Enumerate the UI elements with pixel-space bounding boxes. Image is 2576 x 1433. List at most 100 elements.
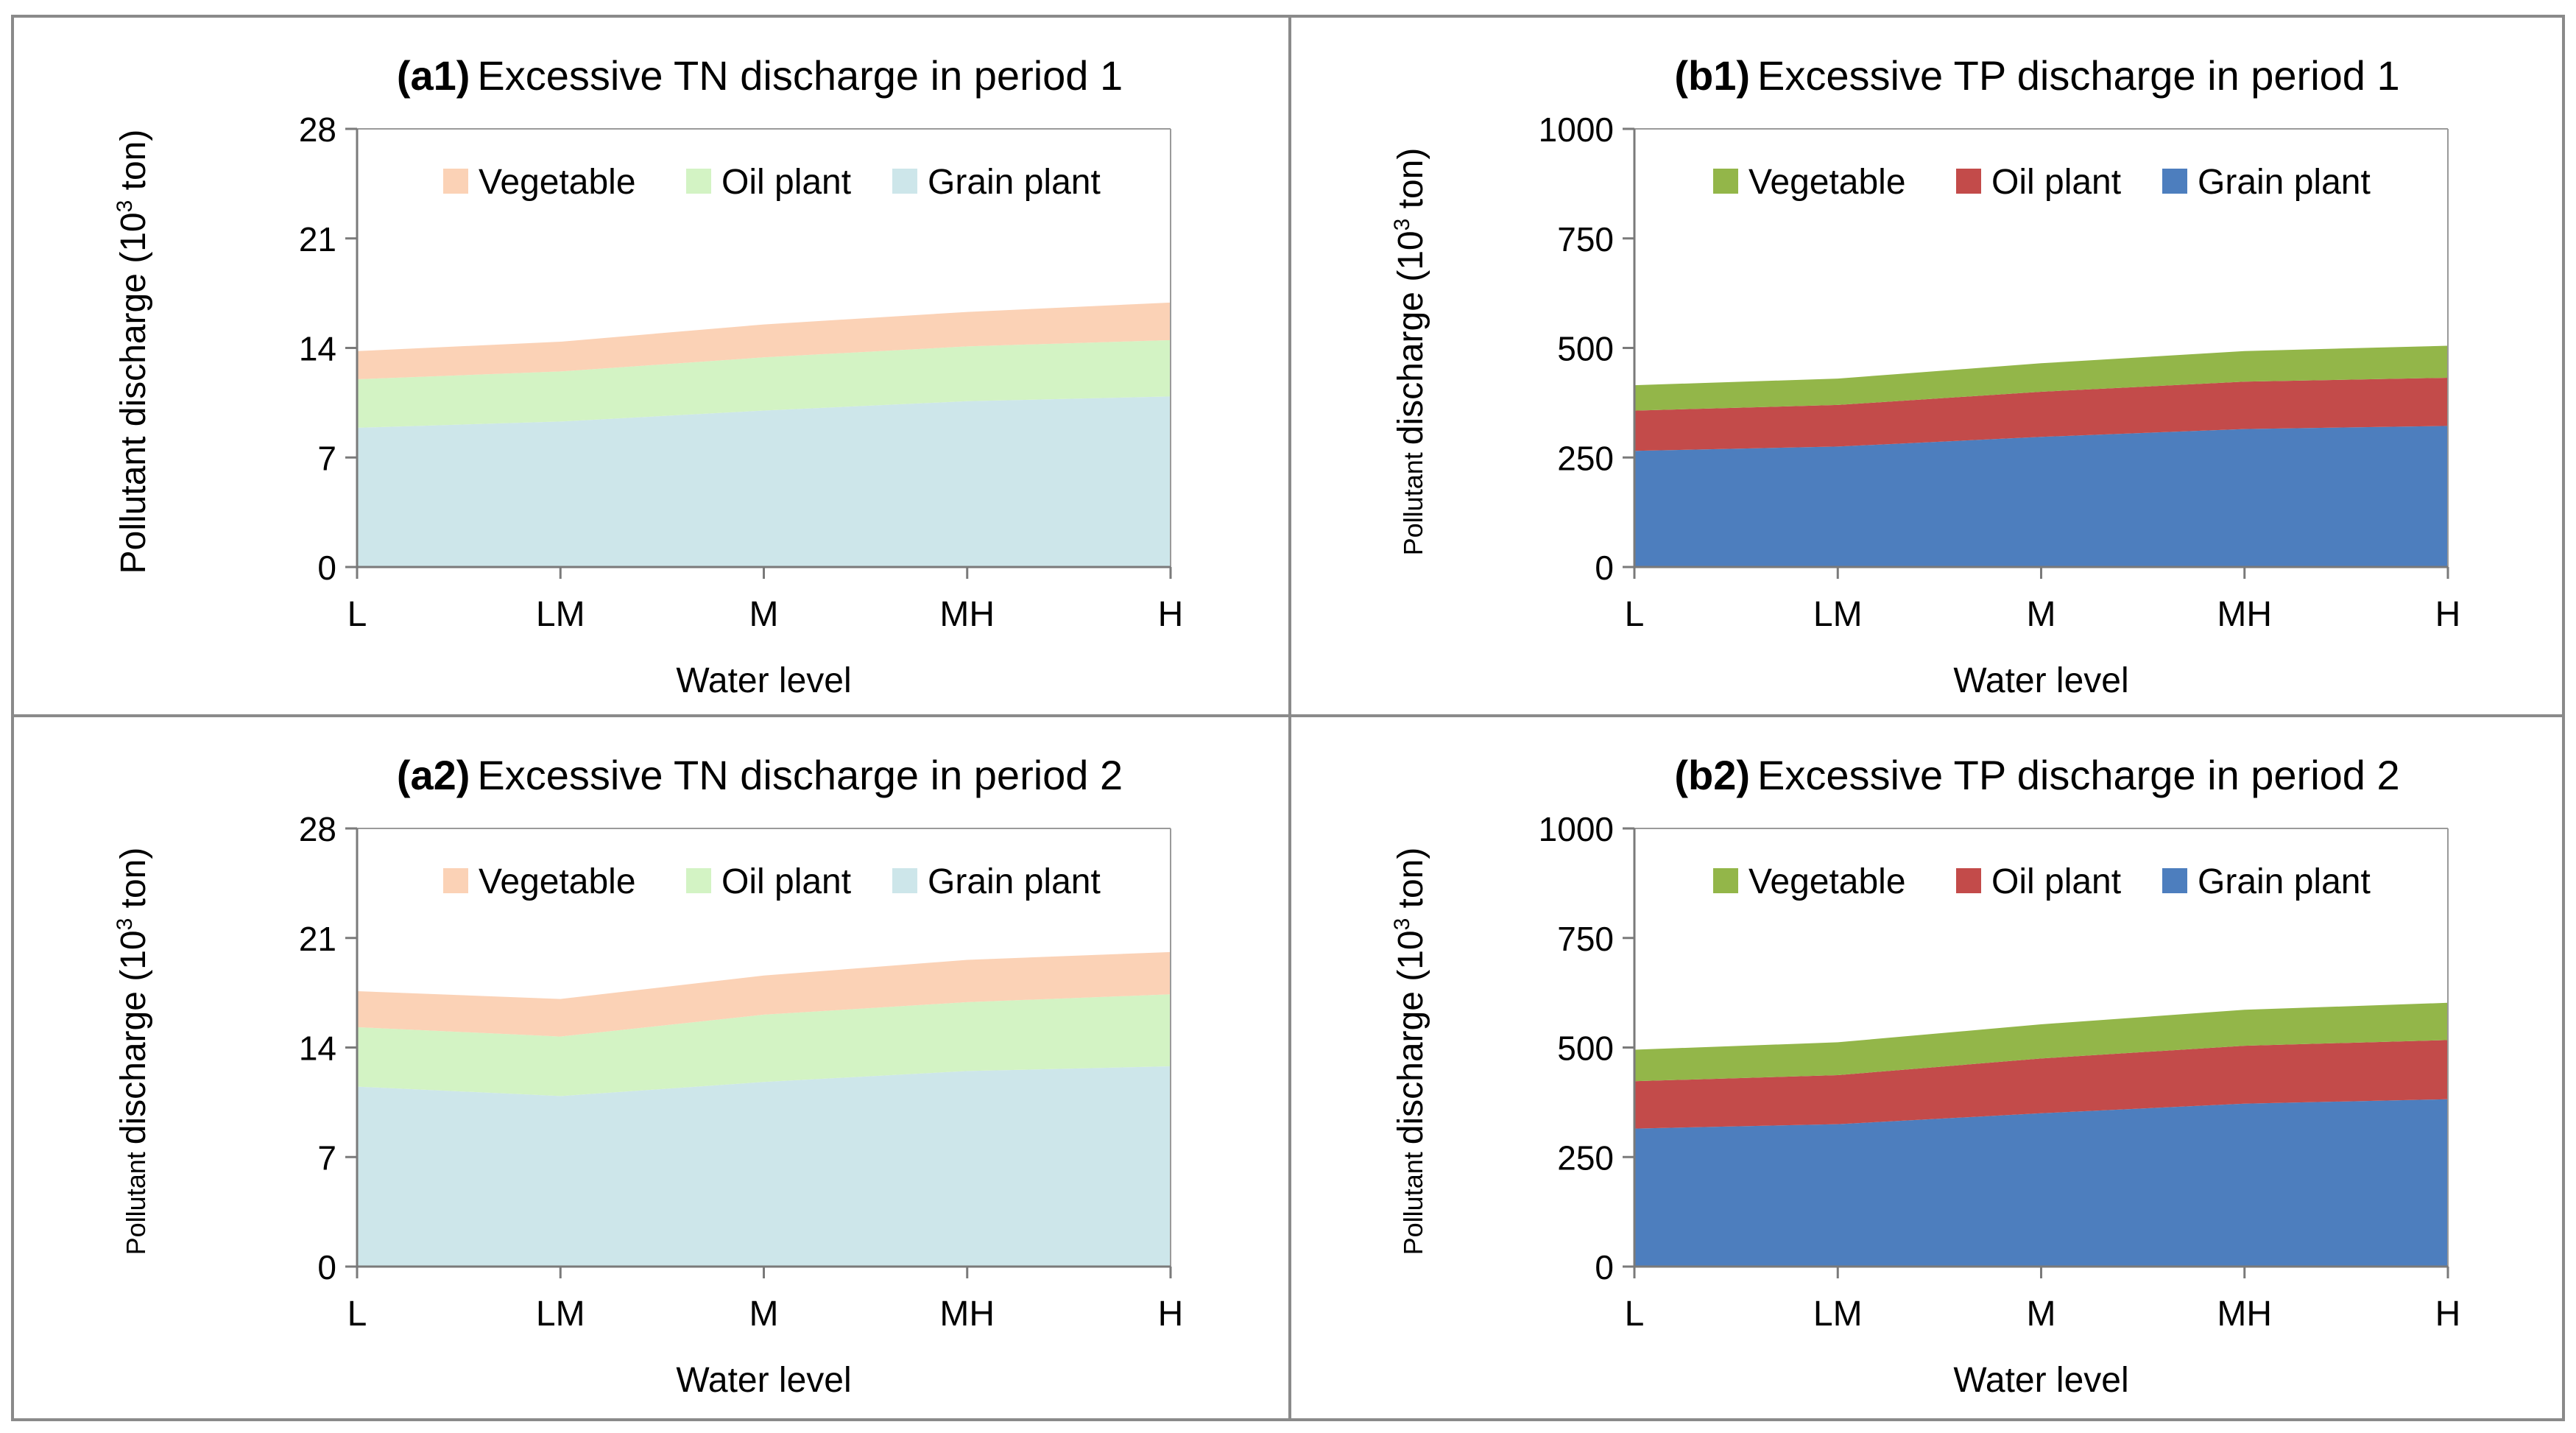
chart-title-prefix: (a2) — [397, 752, 470, 798]
legend-label-vegetable: Vegetable — [1748, 163, 1906, 202]
x-tick-label: MH — [939, 595, 995, 634]
legend-label-vegetable: Vegetable — [479, 862, 636, 901]
y-tick-label: 0 — [317, 549, 336, 587]
x-tick-label: LM — [536, 1295, 585, 1334]
y-tick-label: 750 — [1557, 220, 1614, 258]
legend-label-vegetable: Vegetable — [479, 163, 636, 202]
x-tick-label: M — [2027, 595, 2056, 634]
x-tick-label: LM — [1813, 595, 1863, 634]
x-tick-label: H — [2435, 595, 2461, 634]
chart-title: (b2) Excessive TP discharge in period 2 — [1674, 752, 2399, 798]
legend-label-oil: Oil plant — [1991, 862, 2121, 901]
legend-label-vegetable: Vegetable — [1748, 862, 1906, 901]
legend-label-oil: Oil plant — [721, 163, 851, 202]
legend-label-grain: Grain plant — [2198, 163, 2371, 202]
y-tick-label: 0 — [1595, 1248, 1614, 1286]
chart-panel-b1: (b1) Excessive TP discharge in period 1 0 2… — [1290, 16, 2571, 716]
area-series-grain — [1634, 1099, 2448, 1267]
y-axis-label: Pollutant discharge (103 ton) — [113, 130, 153, 574]
y-axis-label: Pollutant discharge (103 ton) — [1390, 848, 1430, 1256]
x-tick-label: M — [2027, 1295, 2056, 1334]
chart-title-prefix: (a1) — [397, 52, 470, 99]
x-tick-label: LM — [1813, 1295, 1863, 1334]
legend-label-oil: Oil plant — [1991, 163, 2121, 202]
area-series-vegetable — [1634, 1002, 2448, 1082]
x-tick-label: H — [2435, 1295, 2461, 1334]
area-series-oil — [357, 994, 1171, 1096]
x-tick-label: L — [347, 1295, 367, 1334]
area-series-grain — [357, 1066, 1171, 1267]
y-tick-label: 14 — [299, 1029, 336, 1068]
chart-panel-b2: (b2) Excessive TP discharge in period 2 0 2… — [1290, 716, 2571, 1415]
x-tick-label: LM — [536, 595, 585, 634]
legend-swatch-grain — [892, 868, 917, 893]
area-series-oil — [1634, 1040, 2448, 1129]
y-tick-label: 750 — [1557, 920, 1614, 958]
legend-swatch-grain — [892, 169, 917, 194]
x-axis-label: Water level — [676, 1361, 851, 1400]
y-tick-label: 500 — [1557, 1029, 1614, 1068]
legend-swatch-grain — [2162, 868, 2187, 893]
x-tick-label: L — [1625, 1295, 1645, 1334]
x-tick-label: M — [749, 1295, 779, 1334]
area-series-vegetable — [357, 302, 1171, 379]
x-tick-label: MH — [2217, 1295, 2272, 1334]
area-series-oil — [357, 339, 1171, 428]
y-tick-label: 21 — [299, 920, 336, 958]
y-tick-label: 1000 — [1539, 810, 1614, 848]
chart-title-text: Excessive TN discharge in period 1 — [477, 52, 1123, 99]
area-series-oil — [1634, 378, 2448, 451]
chart-svg-b2: (b2) Excessive TP discharge in period 2 0 2… — [1390, 752, 2461, 1400]
y-tick-label: 14 — [299, 330, 336, 368]
chart-svg-b1: (b1) Excessive TP discharge in period 1 0 2… — [1390, 52, 2461, 700]
y-axis-label: Pollutant discharge (103 ton) — [1390, 148, 1430, 556]
x-tick-label: L — [1625, 595, 1645, 634]
chart-title-text: Excessive TP discharge in period 2 — [1757, 752, 2400, 798]
x-tick-label: MH — [2217, 595, 2272, 634]
x-axis-label: Water level — [1953, 1361, 2128, 1400]
chart-panel-a1: (a1) Excessive TN discharge in period 1 0 7… — [13, 16, 1294, 716]
y-axis-label: Pollutant discharge (103 ton) — [113, 848, 153, 1256]
chart-title-text: Excessive TN discharge in period 2 — [477, 752, 1123, 798]
legend-label-oil: Oil plant — [721, 862, 851, 901]
x-axis-label: Water level — [1953, 661, 2128, 700]
y-tick-label: 7 — [317, 439, 336, 477]
legend-label-grain: Grain plant — [2198, 862, 2371, 901]
legend-swatch-vegetable — [443, 868, 468, 893]
chart-title: (a1) Excessive TN discharge in period 1 — [397, 52, 1123, 99]
chart-title: (a2) Excessive TN discharge in period 2 — [397, 752, 1123, 798]
y-tick-label: 500 — [1557, 330, 1614, 368]
chart-title-prefix: (b2) — [1674, 752, 1750, 798]
y-tick-label: 0 — [1595, 549, 1614, 587]
x-axis-label: Water level — [676, 661, 851, 700]
legend-label-grain: Grain plant — [928, 163, 1101, 202]
legend-swatch-vegetable — [1713, 868, 1738, 893]
x-tick-label: H — [1158, 1295, 1184, 1334]
legend-swatch-vegetable — [443, 169, 468, 194]
legend-swatch-oil — [1956, 169, 1981, 194]
y-tick-label: 7 — [317, 1138, 336, 1177]
area-series-vegetable — [1634, 345, 2448, 411]
chart-svg-a1: (a1) Excessive TN discharge in period 1 0 7… — [113, 52, 1184, 700]
y-tick-label: 21 — [299, 220, 336, 258]
y-tick-label: 28 — [299, 810, 336, 848]
y-tick-label: 1000 — [1539, 110, 1614, 149]
legend-swatch-oil — [1956, 868, 1981, 893]
area-series-grain — [357, 396, 1171, 567]
x-tick-label: MH — [939, 1295, 995, 1334]
area-series-grain — [1634, 426, 2448, 567]
x-tick-label: M — [749, 595, 779, 634]
y-tick-label: 28 — [299, 110, 336, 149]
x-tick-label: H — [1158, 595, 1184, 634]
y-tick-label: 250 — [1557, 1138, 1614, 1177]
legend-swatch-grain — [2162, 169, 2187, 194]
chart-svg-a2: (a2) Excessive TN discharge in period 2 0 7… — [113, 752, 1184, 1400]
area-series-vegetable — [357, 951, 1171, 1037]
y-tick-label: 250 — [1557, 439, 1614, 477]
legend-label-grain: Grain plant — [928, 862, 1101, 901]
chart-title: (b1) Excessive TP discharge in period 1 — [1674, 52, 2399, 99]
legend-swatch-vegetable — [1713, 169, 1738, 194]
x-tick-label: L — [347, 595, 367, 634]
y-tick-label: 0 — [317, 1248, 336, 1286]
